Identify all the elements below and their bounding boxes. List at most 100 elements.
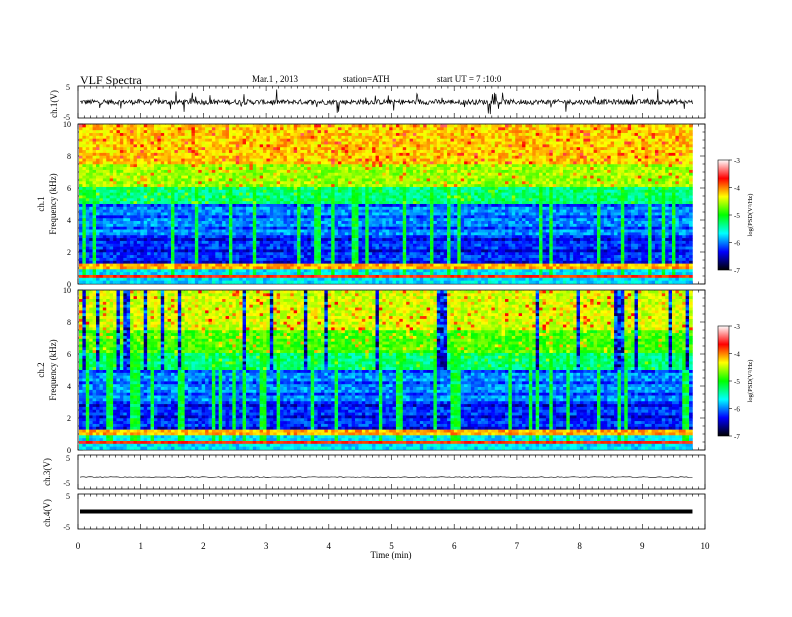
spec1-cell <box>195 227 199 230</box>
spec1-cell <box>212 230 216 233</box>
spec1-cell <box>154 238 158 241</box>
spec1-cell <box>147 187 151 190</box>
spec1-cell <box>239 170 243 173</box>
spec1-cell <box>174 125 178 128</box>
spec1-cell <box>277 176 281 179</box>
spec1-cell <box>181 190 185 193</box>
spec1-cell <box>171 235 175 238</box>
spec1-cell <box>249 190 253 193</box>
spec1-cell <box>168 235 172 238</box>
spec1-cell <box>253 204 257 207</box>
spec1-cell <box>287 275 291 278</box>
spec1-cell <box>116 144 120 147</box>
spec1-cell <box>263 178 267 181</box>
spec1-cell <box>96 190 100 193</box>
spec1-cell <box>134 221 138 224</box>
spec1-cell <box>297 193 301 196</box>
spec1-cell <box>116 221 120 224</box>
spec1-cell <box>79 266 83 269</box>
spec1-cell <box>134 215 138 218</box>
spec1-cell <box>212 139 216 142</box>
spec1-cell <box>123 238 127 241</box>
spec1-cell <box>154 281 158 284</box>
spec1-cell <box>229 221 233 224</box>
spec1-cell <box>297 281 301 284</box>
spec1-cell <box>82 241 86 244</box>
spec1-cell <box>236 167 240 170</box>
spec1-cell <box>301 204 305 207</box>
spec1-cell <box>137 266 141 269</box>
spec1-cell <box>287 161 291 164</box>
spec1-cell <box>202 269 206 272</box>
spec1-cell <box>304 207 308 210</box>
spec1-cell <box>188 133 192 136</box>
spec1-cell <box>273 204 277 207</box>
spec1-cell <box>157 173 161 176</box>
spec1-cell <box>226 224 230 227</box>
spec1-cell <box>147 244 151 247</box>
spec1-cell <box>198 238 202 241</box>
spec1-cell <box>222 130 226 133</box>
spec1-cell <box>140 156 144 159</box>
spec1-cell <box>205 153 209 156</box>
spec1-cell <box>270 230 274 233</box>
spec1-cell <box>236 207 240 210</box>
spec1-cell <box>273 173 277 176</box>
spec1-cell <box>277 139 281 142</box>
spec1-cell <box>297 164 301 167</box>
spec1-cell <box>260 230 264 233</box>
spec1-cell <box>120 167 124 170</box>
spec1-cell <box>174 201 178 204</box>
spec1-cell <box>314 144 318 147</box>
spec1-cell <box>253 187 257 190</box>
spec1-cell <box>263 133 267 136</box>
spec1-cell <box>236 224 240 227</box>
spec1-cell <box>127 269 131 272</box>
spec1-cell <box>157 161 161 164</box>
spec1-cell <box>89 227 93 230</box>
spec1-cell <box>93 193 97 196</box>
spec1-cell <box>164 224 168 227</box>
spec1-cell <box>239 125 243 128</box>
spec1-cell <box>283 187 287 190</box>
spec1-cell <box>273 255 277 258</box>
spec1-cell <box>287 142 291 145</box>
spec1-cell <box>130 210 134 213</box>
spec1-cell <box>236 159 240 162</box>
spec1-cell <box>263 261 267 264</box>
spec1-cell <box>178 255 182 258</box>
spec1-cell <box>195 139 199 142</box>
spec1-cell <box>191 266 195 269</box>
spec1-cell <box>130 204 134 207</box>
spec1-cell <box>144 249 148 252</box>
spec1-cell <box>89 247 93 250</box>
spec1-cell <box>110 252 114 255</box>
spec1-cell <box>209 247 213 250</box>
spec1-cell <box>123 235 127 238</box>
spec1-cell <box>137 221 141 224</box>
spec1-cell <box>232 161 236 164</box>
spec1-cell <box>93 144 97 147</box>
spec1-cell <box>89 176 93 179</box>
spec1-cell <box>222 266 226 269</box>
spec1-cell <box>249 275 253 278</box>
spec1-cell <box>96 201 100 204</box>
spec1-cell <box>219 224 223 227</box>
spec1-cell <box>202 156 206 159</box>
spec1-cell <box>304 176 308 179</box>
spec1-cell <box>270 198 274 201</box>
spec1-cell <box>246 255 250 258</box>
spec1-cell <box>232 224 236 227</box>
spec1-cell <box>273 224 277 227</box>
spec1-cell <box>198 204 202 207</box>
spec1-cell <box>297 249 301 252</box>
spec1-cell <box>140 278 144 281</box>
spec1-cell <box>311 213 315 216</box>
spec1-cell <box>229 178 233 181</box>
spec1-cell <box>215 238 219 241</box>
spec1-cell <box>99 218 103 221</box>
spec1-cell <box>168 224 172 227</box>
spec1-cell <box>130 269 134 272</box>
spec1-cell <box>202 198 206 201</box>
spec1-cell <box>96 156 100 159</box>
